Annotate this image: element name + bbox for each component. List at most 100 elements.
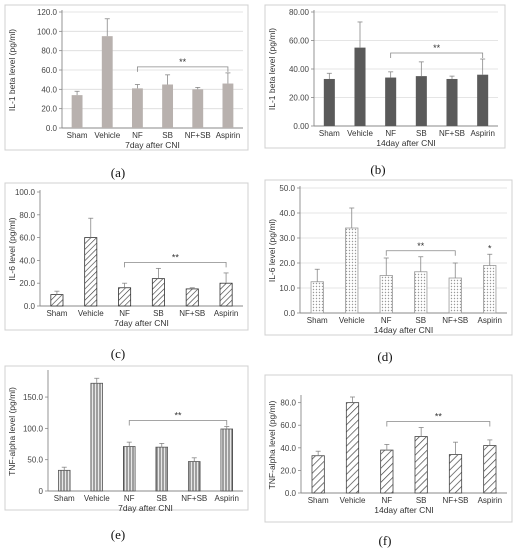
chart-frame: [264, 4, 506, 149]
bar: [187, 461, 201, 492]
bar: [414, 271, 428, 314]
bar: [483, 445, 497, 494]
x-tick-label: Aspirin: [216, 131, 240, 140]
chart-5: 0.0 20.0 40.0 60.0 80.0 Sham Vehicle NF SB NF+SB A…: [264, 374, 513, 523]
x-axis-label: 14day after CNI: [374, 325, 434, 335]
bar: [477, 74, 489, 126]
x-tick-label: SB: [416, 496, 427, 505]
y-tick-label: 50.0: [279, 184, 295, 193]
x-tick-label: Sham: [319, 129, 340, 138]
y-tick-label: 60.0: [280, 421, 296, 430]
panel-label-d: (d): [377, 349, 393, 364]
y-tick-label: 40.00: [289, 65, 310, 74]
x-axis-label: 7day after CNI: [118, 503, 173, 513]
panel-label-c: (c): [110, 346, 126, 361]
y-axis-label: IL-1 beta level (pg/ml): [7, 29, 17, 111]
panel-label-f: (f): [378, 533, 392, 548]
y-tick-label: 0.0: [284, 309, 296, 318]
bar: [345, 402, 360, 494]
significance-bracket: [128, 420, 228, 426]
bar: [379, 275, 393, 314]
bar: [446, 78, 458, 126]
y-tick-label: 80.0: [19, 211, 35, 220]
bar: [162, 84, 174, 128]
panel-label-e: (e): [110, 527, 126, 542]
x-tick-label: Aspirin: [478, 316, 502, 325]
x-tick-label: NF: [132, 131, 143, 140]
bar: [414, 436, 428, 494]
y-tick-label: 0: [39, 487, 44, 496]
bar: [483, 265, 497, 314]
bar: [151, 278, 165, 307]
x-tick-label: Vehicle: [340, 496, 366, 505]
y-axis-label: TNF-alpha level (pg/ml): [267, 400, 277, 489]
bar: [131, 88, 143, 128]
bar: [448, 454, 463, 494]
x-tick-label: NF: [381, 496, 392, 505]
y-tick-label: 100.0: [15, 188, 36, 197]
y-axis-label: IL-6 level (pg/ml): [267, 219, 277, 282]
x-tick-label: NF+SB: [442, 316, 468, 325]
significance-bracket: [386, 421, 491, 427]
chart-1: 0.00 20.00 40.00 60.00 80.00 Sham Vehicle NF SB N…: [264, 4, 506, 149]
bar: [185, 288, 199, 307]
bar: [323, 78, 335, 126]
chart-frame: [4, 365, 249, 511]
significance-bracket: [124, 261, 227, 268]
y-tick-label: 60.0: [19, 234, 35, 243]
y-tick-label: 40.0: [41, 85, 57, 94]
x-tick-label: Sham: [307, 316, 328, 325]
x-tick-label: NF: [381, 316, 392, 325]
x-tick-label: Sham: [46, 309, 67, 318]
x-axis-label: 7day after CNI: [114, 318, 169, 328]
bar: [219, 282, 233, 307]
y-tick-label: 0.0: [285, 489, 297, 498]
bar: [101, 36, 113, 128]
significance-bracket: [385, 250, 456, 256]
y-tick-label: 60.00: [289, 37, 310, 46]
x-tick-label: SB: [162, 131, 173, 140]
bar: [58, 469, 71, 492]
y-tick-label: 0.0: [24, 302, 36, 311]
bar: [415, 76, 427, 126]
x-tick-label: Sham: [308, 496, 329, 505]
chart-frame: [4, 182, 249, 331]
chart-frame: [264, 179, 513, 336]
y-tick-label: 40.0: [280, 444, 296, 453]
x-tick-label: SB: [153, 309, 164, 318]
x-tick-label: NF+SB: [185, 131, 211, 140]
bar: [345, 227, 359, 314]
bar: [71, 95, 83, 128]
x-tick-label: NF+SB: [439, 129, 465, 138]
y-tick-label: 80.0: [41, 47, 57, 56]
bar: [448, 277, 462, 314]
significance-label: **: [179, 57, 187, 67]
significance-label: **: [174, 410, 182, 420]
bar: [90, 382, 104, 492]
y-tick-label: 40.0: [19, 256, 35, 265]
y-tick-label: 20.0: [41, 105, 57, 114]
x-axis-label: 7day after CNI: [125, 140, 180, 150]
chart-4: 0 50.0 100.0 150.0 Sham Vehicle NF SB NF+SB Aspir…: [4, 365, 249, 513]
bar: [222, 83, 234, 128]
y-axis-label: IL-6 level (pg/ml): [7, 217, 17, 280]
bar: [311, 455, 325, 494]
significance-bracket: [390, 52, 484, 59]
y-axis-label: TNF-alpha level (pg/ml): [7, 387, 17, 476]
x-tick-label: Sham: [67, 131, 88, 140]
chart-0: 0.0 20.0 40.0 60.0 80.0 100.0 120.0 Sham Vehicle…: [4, 4, 249, 151]
bar: [192, 89, 204, 128]
significance-bracket: [137, 66, 229, 72]
x-tick-label: Vehicle: [84, 494, 110, 503]
significance-label: **: [435, 411, 443, 421]
x-axis-label: 14day after CNI: [376, 138, 436, 148]
x-tick-label: NF: [385, 129, 396, 138]
significance-label: **: [172, 252, 180, 262]
x-tick-label: Vehicle: [347, 129, 373, 138]
chart-frame: [4, 4, 249, 151]
y-tick-label: 30.0: [279, 234, 295, 243]
x-tick-label: Aspirin: [214, 309, 238, 318]
x-tick-label: SB: [156, 494, 167, 503]
